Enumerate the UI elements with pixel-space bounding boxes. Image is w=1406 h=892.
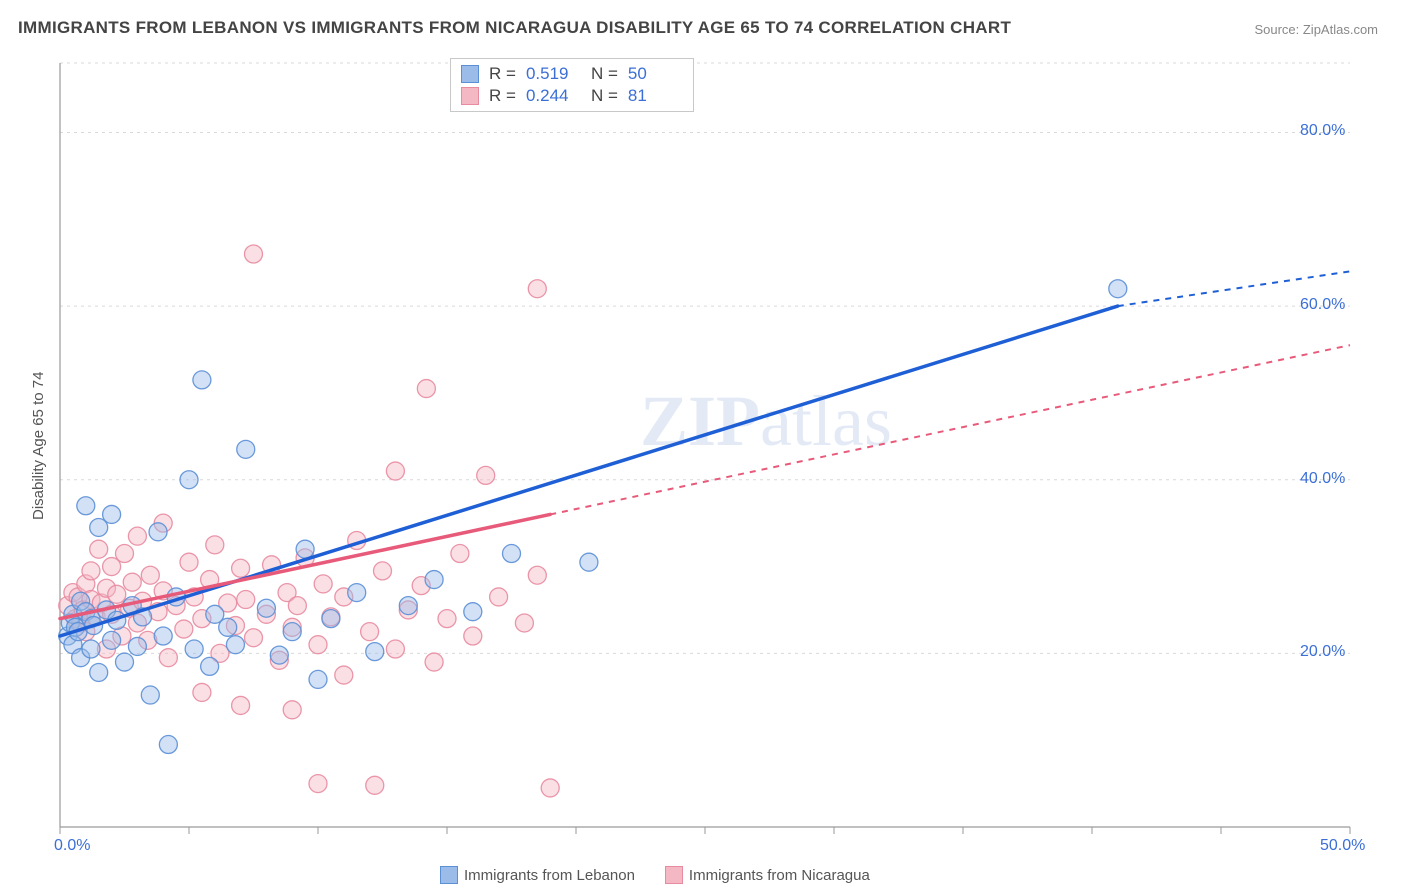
y-tick-label: 60.0% [1300, 296, 1345, 314]
legend-label-lebanon: Immigrants from Lebanon [464, 867, 635, 884]
r-value-lebanon: 0.519 [526, 64, 581, 84]
n-value-nicaragua: 81 [628, 86, 683, 106]
legend-label-nicaragua: Immigrants from Nicaragua [689, 867, 870, 884]
stats-row-lebanon: R = 0.519 N = 50 [461, 63, 683, 85]
scatter-plot [50, 55, 1386, 845]
x-tick-label: 0.0% [54, 837, 90, 855]
y-tick-label: 80.0% [1300, 122, 1345, 140]
swatch-lebanon [440, 866, 458, 884]
r-value-nicaragua: 0.244 [526, 86, 581, 106]
legend-bottom: Immigrants from Lebanon Immigrants from … [440, 866, 870, 884]
n-label: N = [591, 64, 618, 84]
swatch-nicaragua [665, 866, 683, 884]
x-tick-label: 50.0% [1320, 837, 1365, 855]
chart-title: IMMIGRANTS FROM LEBANON VS IMMIGRANTS FR… [18, 18, 1011, 38]
source-attribution: Source: ZipAtlas.com [1254, 22, 1378, 37]
r-label: R = [489, 86, 516, 106]
stats-legend-box: R = 0.519 N = 50 R = 0.244 N = 81 [450, 58, 694, 112]
y-tick-label: 20.0% [1300, 643, 1345, 661]
y-tick-label: 40.0% [1300, 470, 1345, 488]
r-label: R = [489, 64, 516, 84]
stats-row-nicaragua: R = 0.244 N = 81 [461, 85, 683, 107]
n-label: N = [591, 86, 618, 106]
swatch-nicaragua [461, 87, 479, 105]
legend-item-nicaragua: Immigrants from Nicaragua [665, 866, 870, 884]
n-value-lebanon: 50 [628, 64, 683, 84]
swatch-lebanon [461, 65, 479, 83]
y-axis-label: Disability Age 65 to 74 [30, 372, 47, 520]
legend-item-lebanon: Immigrants from Lebanon [440, 866, 635, 884]
